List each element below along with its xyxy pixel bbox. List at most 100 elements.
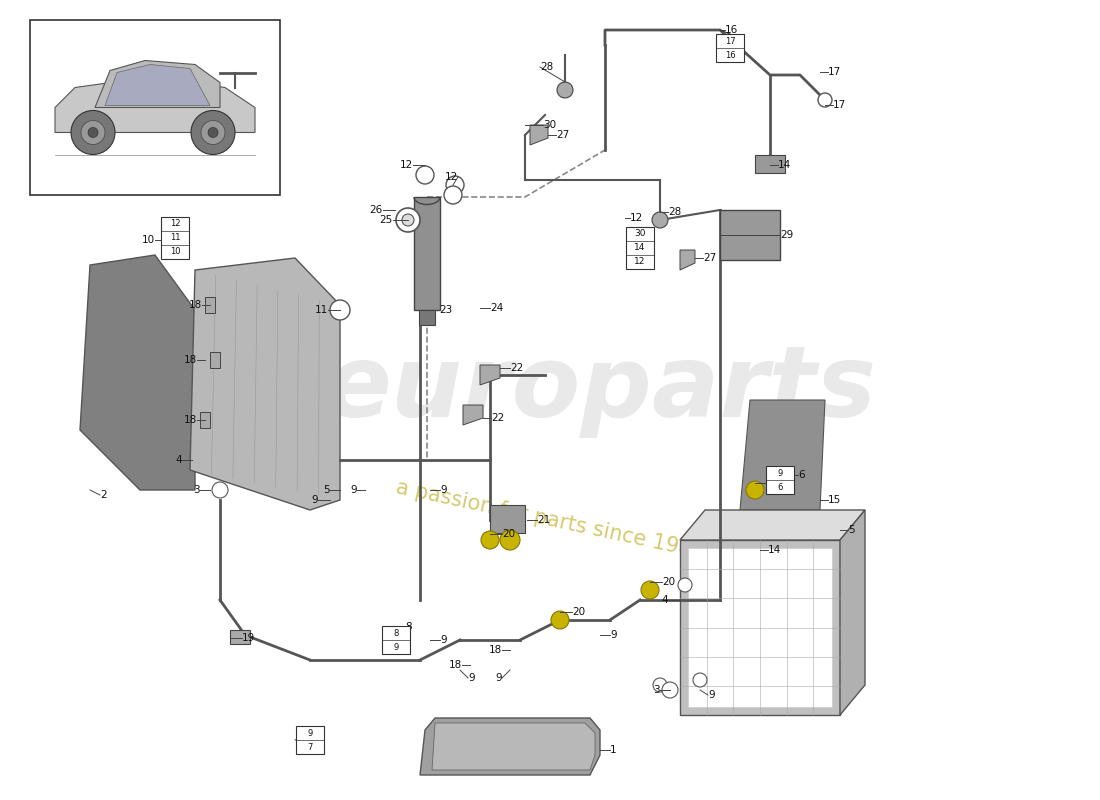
Text: 24: 24 [490, 303, 504, 313]
Text: 27: 27 [556, 130, 570, 140]
Text: 18: 18 [189, 300, 202, 310]
Circle shape [652, 212, 668, 228]
Polygon shape [80, 255, 195, 490]
Text: 12: 12 [169, 219, 180, 229]
Text: 17: 17 [833, 100, 846, 110]
Text: a passion for parts since 1985: a passion for parts since 1985 [394, 478, 706, 562]
Circle shape [81, 121, 104, 145]
Text: europarts: europarts [323, 342, 877, 438]
Text: 17: 17 [828, 67, 842, 77]
Bar [210, 352, 220, 368]
Text: 15: 15 [828, 495, 842, 505]
Text: 20: 20 [502, 529, 515, 539]
Circle shape [678, 578, 692, 592]
Text: 5: 5 [848, 525, 855, 535]
Text: 4: 4 [175, 455, 182, 465]
Bar [382, 626, 410, 654]
Text: 22: 22 [491, 413, 504, 423]
Circle shape [446, 176, 464, 194]
Text: 9: 9 [311, 495, 318, 505]
Text: 23: 23 [439, 305, 452, 315]
Text: 28: 28 [668, 207, 681, 217]
Text: 6: 6 [798, 470, 804, 480]
Circle shape [396, 208, 420, 232]
Circle shape [444, 186, 462, 204]
Bar [720, 210, 780, 260]
Polygon shape [55, 81, 255, 133]
Circle shape [551, 611, 569, 629]
Bar [419, 310, 435, 325]
Bar [716, 34, 744, 62]
Circle shape [201, 121, 225, 145]
Text: 9: 9 [778, 469, 782, 478]
Circle shape [641, 581, 659, 599]
Text: 30: 30 [543, 120, 557, 130]
Text: 6: 6 [778, 482, 783, 491]
Text: 8: 8 [394, 629, 398, 638]
Polygon shape [432, 723, 595, 770]
Circle shape [212, 482, 228, 498]
Circle shape [693, 673, 707, 687]
Circle shape [481, 531, 499, 549]
Bar [296, 726, 324, 754]
Bar [414, 197, 440, 310]
Circle shape [402, 214, 414, 226]
Circle shape [662, 682, 678, 698]
Text: 9: 9 [351, 485, 358, 495]
Text: 20: 20 [572, 607, 585, 617]
Text: 18: 18 [488, 645, 502, 655]
Polygon shape [95, 61, 220, 107]
Text: 9: 9 [610, 630, 617, 640]
Bar [490, 505, 525, 533]
Text: 9: 9 [394, 642, 398, 651]
Circle shape [208, 127, 218, 138]
Polygon shape [104, 65, 210, 106]
Bar [626, 227, 654, 269]
Text: 18: 18 [184, 355, 197, 365]
Text: 3: 3 [653, 685, 660, 695]
Text: 10: 10 [169, 247, 180, 257]
Text: 14: 14 [635, 243, 646, 253]
Text: 5: 5 [323, 485, 330, 495]
Circle shape [191, 110, 235, 154]
Text: 17: 17 [725, 37, 735, 46]
Text: 22: 22 [510, 363, 524, 373]
Polygon shape [463, 405, 483, 425]
Text: 21: 21 [537, 515, 550, 525]
Circle shape [746, 481, 764, 499]
Bar [30, 20, 280, 195]
Circle shape [88, 127, 98, 138]
Text: 19: 19 [242, 633, 255, 643]
Bar [205, 297, 214, 313]
Text: 11: 11 [315, 305, 328, 315]
Polygon shape [530, 125, 548, 145]
Text: 12: 12 [444, 172, 458, 182]
Text: 11: 11 [169, 234, 180, 242]
Polygon shape [740, 400, 825, 510]
Text: 12: 12 [399, 160, 412, 170]
Bar [200, 412, 210, 428]
Text: 14: 14 [778, 160, 791, 170]
Text: 9: 9 [440, 635, 447, 645]
Text: 27: 27 [703, 253, 716, 263]
Text: 29: 29 [780, 230, 793, 240]
Text: 12: 12 [630, 213, 644, 223]
Circle shape [557, 82, 573, 98]
Text: 9: 9 [307, 729, 312, 738]
Bar [755, 155, 785, 173]
Text: 26: 26 [370, 205, 383, 215]
Polygon shape [680, 510, 865, 540]
Circle shape [500, 530, 520, 550]
Polygon shape [680, 250, 695, 270]
Text: 8: 8 [405, 622, 411, 632]
Bar [680, 540, 840, 715]
Text: 31: 31 [767, 478, 780, 488]
Bar [688, 548, 832, 707]
Text: 7: 7 [307, 742, 312, 751]
Text: 9: 9 [468, 673, 474, 683]
Bar [230, 630, 250, 644]
Text: 16: 16 [725, 25, 738, 35]
Text: 16: 16 [725, 50, 735, 59]
Text: 14: 14 [768, 545, 781, 555]
Polygon shape [190, 258, 340, 510]
